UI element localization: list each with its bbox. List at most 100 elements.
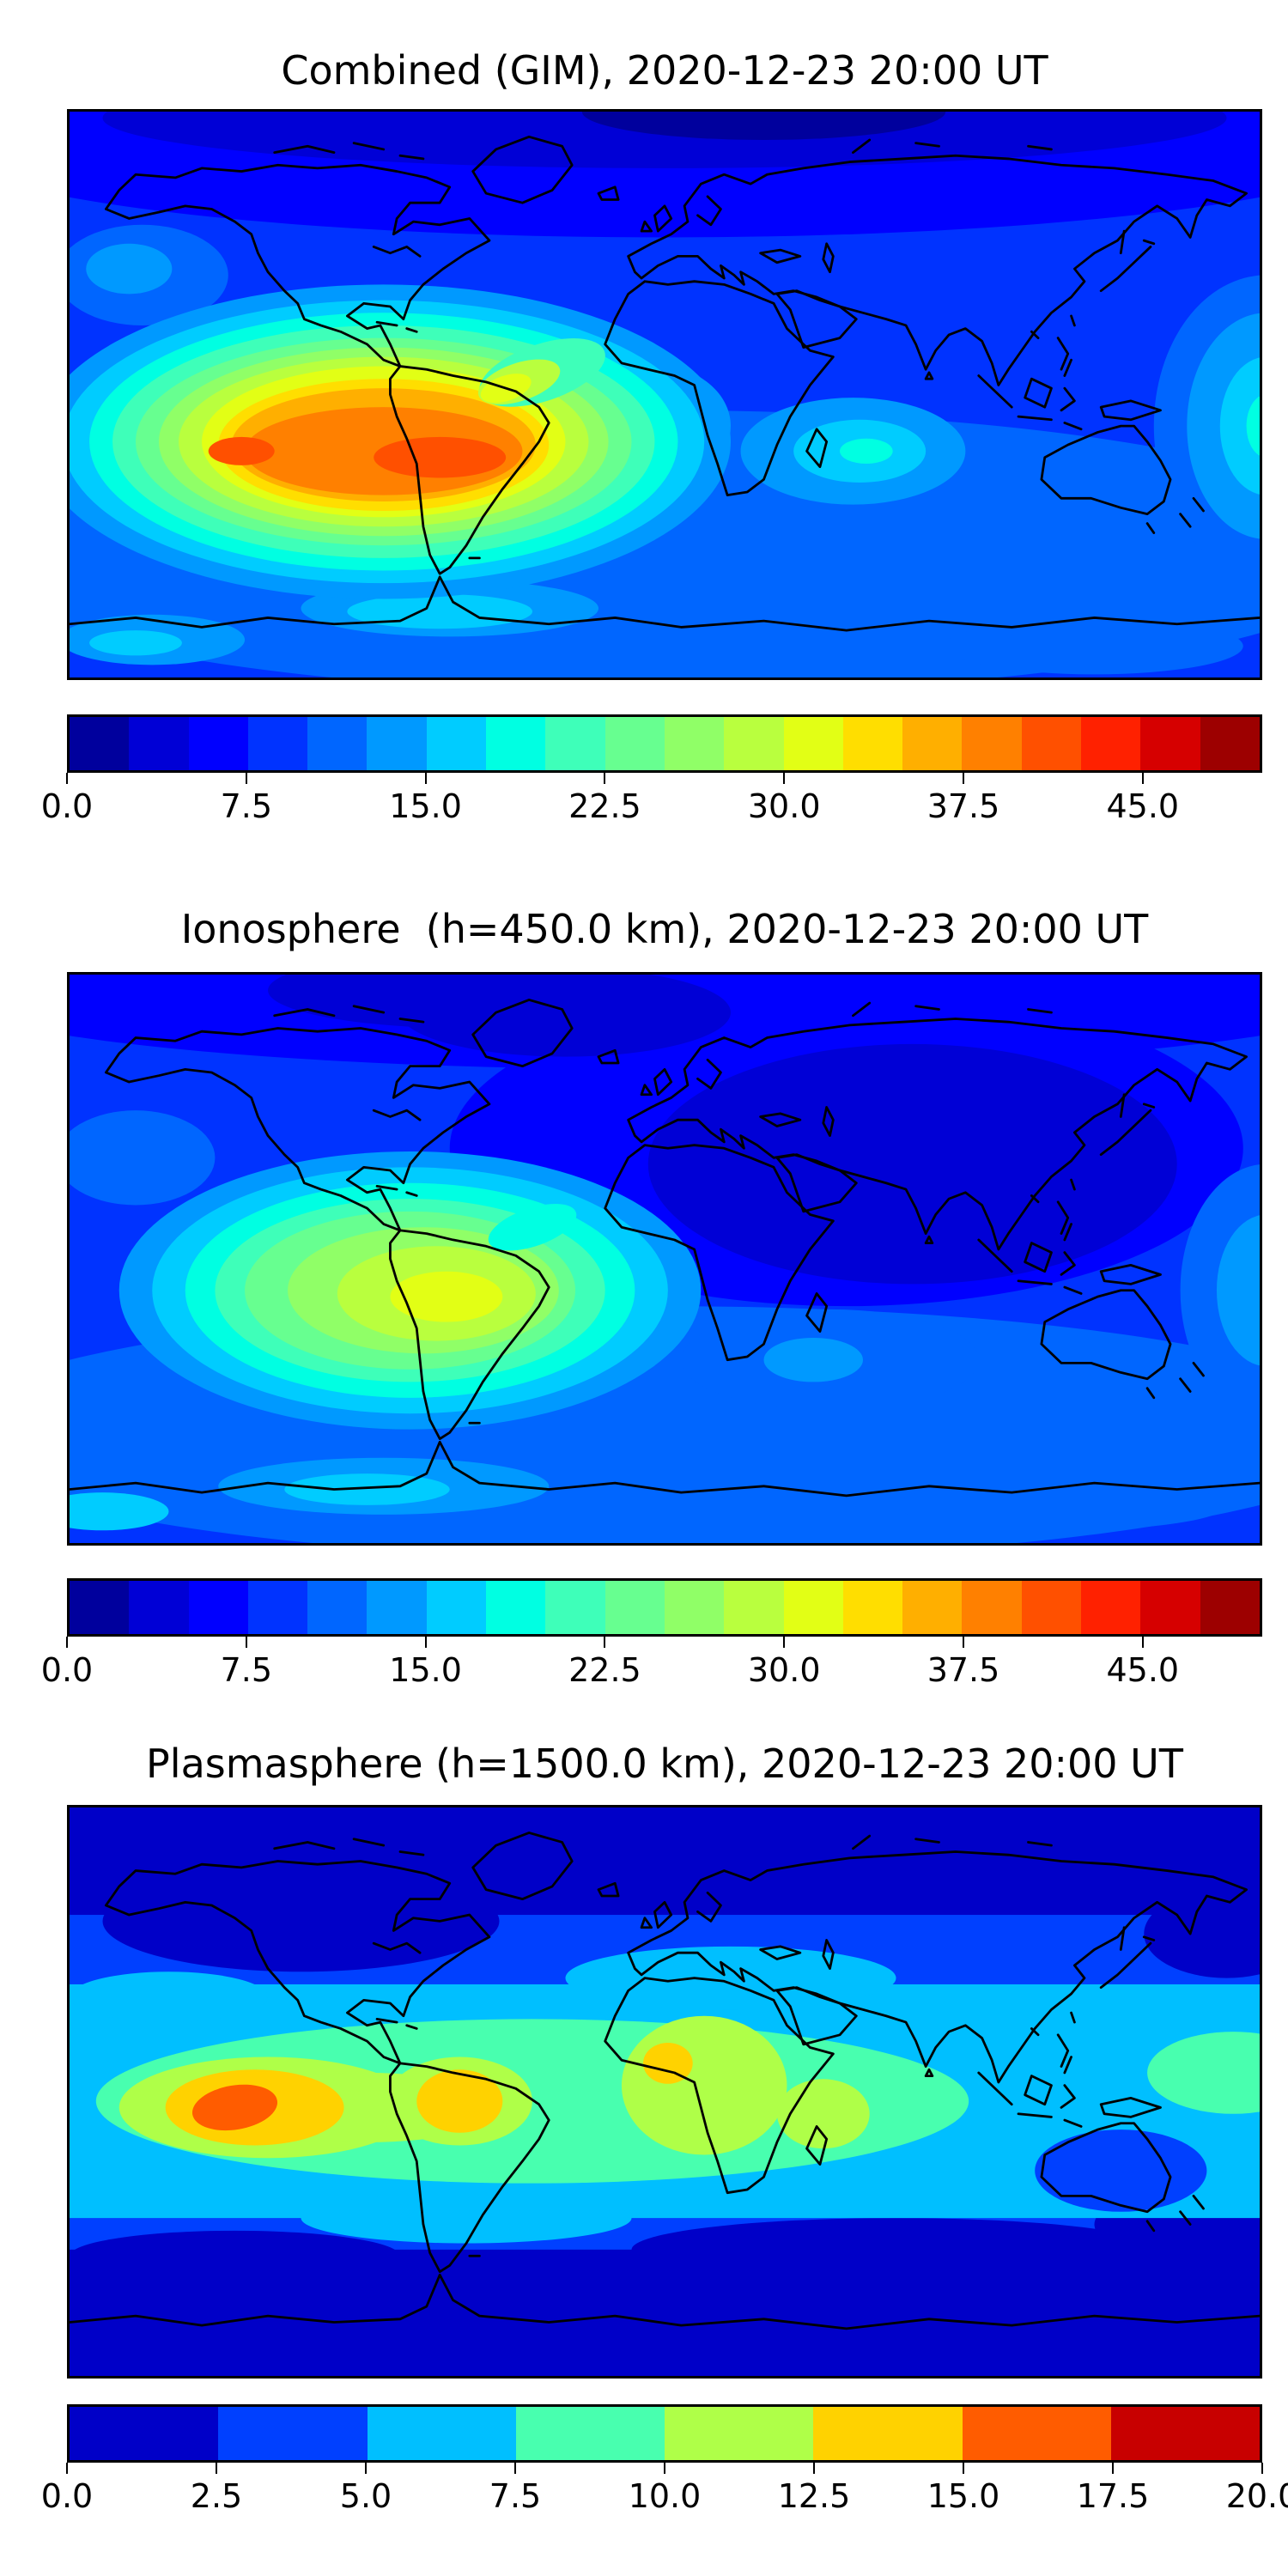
colorbar-segment xyxy=(902,1581,963,1634)
colorbar-segment xyxy=(1021,717,1082,770)
colorbar-segment xyxy=(545,717,605,770)
colorbar-segment xyxy=(605,1581,665,1634)
night-side-minimum xyxy=(70,975,1260,1307)
colorbar-tick-label: 0.0 xyxy=(40,787,94,825)
colorbar-tick xyxy=(245,1637,247,1648)
colorbar-segment xyxy=(1140,1581,1200,1634)
colorbar-tick xyxy=(963,773,964,784)
colorbar-tick xyxy=(216,2463,217,2474)
colorbar-strip xyxy=(67,1578,1262,1637)
map-combined xyxy=(67,109,1262,680)
colorbar-tick xyxy=(783,1637,786,1648)
colorbar-tick-label: 0.0 xyxy=(40,1651,94,1689)
colorbar-tick xyxy=(514,2463,516,2474)
colorbar-segment xyxy=(962,717,1022,770)
colorbar-tick-label: 15.0 xyxy=(389,787,462,825)
colorbar-segment xyxy=(724,717,784,770)
colorbar-segment xyxy=(783,717,843,770)
colorbar-tick xyxy=(963,2463,964,2474)
colorbar-segment xyxy=(188,1581,248,1634)
colorbar-tick-label: 37.5 xyxy=(927,1651,1000,1689)
map-ionosphere xyxy=(67,972,1262,1546)
colorbar-segment xyxy=(367,1581,427,1634)
colorbar-tick-label: 7.5 xyxy=(489,2477,542,2515)
polar-minimum xyxy=(70,112,1260,238)
colorbar-tick xyxy=(604,1637,606,1648)
colorbar-ionosphere: 0.0 7.5 15.0 22.5 30.0 37.5 45.0 xyxy=(41,1578,1262,1689)
colorbar-tick-label: 7.5 xyxy=(220,1651,273,1689)
colorbar-segment xyxy=(664,1581,725,1634)
panel-title-combined: Combined (GIM), 2020-12-23 20:00 UT xyxy=(281,47,1048,94)
colorbar-segment xyxy=(426,1581,487,1634)
colorbar-segment xyxy=(962,2407,1111,2460)
colorbar-segment xyxy=(218,2407,368,2460)
colorbar-segment xyxy=(367,717,427,770)
colorbar-tick xyxy=(66,773,68,784)
colorbar-tick-label: 30.0 xyxy=(747,787,821,825)
colorbar-tick-label: 7.5 xyxy=(220,787,273,825)
equatorial-anomaly-hotspot xyxy=(118,1151,702,1430)
colorbar-segment xyxy=(902,717,963,770)
colorbar-tick-label: 22.5 xyxy=(568,1651,641,1689)
colorbar-segment xyxy=(1081,717,1141,770)
colorbar-segment xyxy=(1110,2407,1260,2460)
colorbar-tick-label: 45.0 xyxy=(1106,1651,1180,1689)
colorbar-segment xyxy=(515,2407,665,2460)
colorbar-segment xyxy=(962,1581,1022,1634)
panel-title-ionosphere: Ionosphere (h=450.0 km), 2020-12-23 20:0… xyxy=(180,906,1149,952)
colorbar-combined: 0.0 7.5 15.0 22.5 30.0 37.5 45.0 xyxy=(41,714,1262,825)
colorbar-tick xyxy=(1141,773,1144,784)
colorbar-plasmasphere: 0.0 2.5 5.0 7.5 10.0 12.5 15.0 17.5 20.0 xyxy=(41,2404,1288,2515)
colorbar-segment xyxy=(813,2407,963,2460)
colorbar-segment xyxy=(307,717,368,770)
colorbar-tick xyxy=(664,2463,665,2474)
colorbar-segment xyxy=(842,717,903,770)
colorbar-segment xyxy=(605,717,665,770)
colorbar-tick-label: 15.0 xyxy=(927,2477,1000,2515)
colorbar-tick xyxy=(813,2463,815,2474)
colorbar-segment xyxy=(129,717,189,770)
colorbar-segment xyxy=(247,717,308,770)
colorbar-tick xyxy=(783,773,786,784)
colorbar-segment xyxy=(70,2407,219,2460)
map-combined-canvas xyxy=(70,112,1260,677)
colorbar-segment xyxy=(1140,717,1200,770)
colorbar-tick-label: 17.5 xyxy=(1076,2477,1150,2515)
colorbar-strip xyxy=(67,714,1262,773)
colorbar-tick xyxy=(245,773,247,784)
colorbar-tick-label: 2.5 xyxy=(190,2477,243,2515)
colorbar-tick xyxy=(66,2463,68,2474)
colorbar-tick-label: 12.5 xyxy=(777,2477,851,2515)
colorbar-strip xyxy=(67,2404,1262,2463)
colorbar-tick xyxy=(365,2463,367,2474)
colorbar-tick xyxy=(424,1637,427,1648)
colorbar-segment xyxy=(665,2407,814,2460)
regional-patches xyxy=(70,1110,1260,1531)
colorbar-segment xyxy=(486,717,546,770)
colorbar-tick xyxy=(604,773,606,784)
colorbar-tick-label: 0.0 xyxy=(40,2477,94,2515)
equatorial-anomaly-hotspot xyxy=(70,284,731,599)
colorbar-tick-label: 15.0 xyxy=(389,1651,462,1689)
colorbar-segment xyxy=(70,717,130,770)
colorbar-segment xyxy=(1200,717,1260,770)
colorbar-segment xyxy=(188,717,248,770)
colorbar-tick-label: 37.5 xyxy=(927,787,1000,825)
colorbar-segment xyxy=(426,717,487,770)
colorbar-tick-label: 45.0 xyxy=(1106,787,1180,825)
colorbar-tick-label: 22.5 xyxy=(568,787,641,825)
plasmasphere-maxima xyxy=(165,2042,693,2146)
colorbar-segment xyxy=(247,1581,308,1634)
equatorial-belt xyxy=(70,1946,1260,2244)
colorbar-tick xyxy=(66,1637,68,1648)
colorbar-tick-label: 20.0 xyxy=(1225,2477,1288,2515)
colorbar-segment xyxy=(307,1581,368,1634)
colorbar-segment xyxy=(129,1581,189,1634)
colorbar-segment xyxy=(783,1581,843,1634)
colorbar-segment xyxy=(724,1581,784,1634)
colorbar-segment xyxy=(664,717,725,770)
colorbar-axis: 0.0 2.5 5.0 7.5 10.0 12.5 15.0 17.5 20.0 xyxy=(41,2463,1288,2531)
colorbar-axis: 0.0 7.5 15.0 22.5 30.0 37.5 45.0 xyxy=(41,773,1262,841)
dateline-wrap-enhancement xyxy=(1153,275,1260,577)
panel-title-plasmasphere: Plasmasphere (h=1500.0 km), 2020-12-23 2… xyxy=(146,1741,1183,1787)
